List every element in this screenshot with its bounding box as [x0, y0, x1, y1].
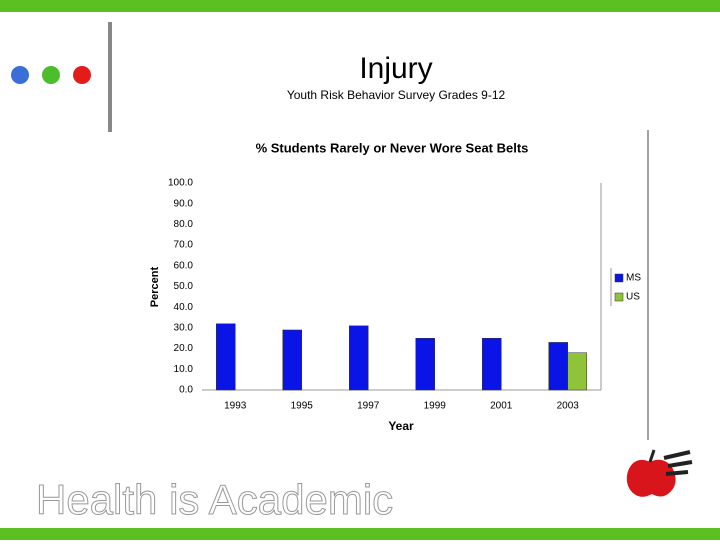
top-band — [0, 0, 720, 12]
y-tick-label: 60.0 — [174, 260, 194, 271]
y-tick-label: 20.0 — [174, 343, 194, 354]
dot — [42, 66, 60, 84]
x-tick-label: 1995 — [291, 401, 314, 412]
y-tick-label: 80.0 — [174, 219, 194, 230]
y-tick-label: 0.0 — [179, 385, 193, 396]
divider — [108, 22, 112, 132]
x-tick-label: 1993 — [224, 401, 247, 412]
y-tick-label: 100.0 — [168, 178, 193, 189]
chart-title: % Students Rarely or Never Wore Seat Bel… — [256, 140, 529, 155]
y-axis-label: Percent — [149, 266, 161, 307]
bar — [216, 323, 236, 391]
y-tick-label: 90.0 — [174, 198, 194, 209]
x-tick-label: 1999 — [424, 401, 447, 412]
bar — [567, 352, 587, 391]
x-axis-label: Year — [388, 419, 414, 433]
y-tick-label: 40.0 — [174, 302, 194, 313]
apple-logo — [626, 449, 693, 497]
y-tick-label: 70.0 — [174, 240, 194, 251]
y-tick-label: 50.0 — [174, 281, 194, 292]
bar — [415, 338, 435, 391]
bottom-band — [0, 528, 720, 540]
bar — [282, 329, 302, 391]
y-tick-label: 30.0 — [174, 323, 194, 334]
legend-label: US — [626, 292, 640, 303]
legend-swatch — [614, 273, 624, 283]
x-tick-label: 1997 — [357, 401, 380, 412]
dot — [11, 66, 29, 84]
x-tick-label: 2001 — [490, 401, 513, 412]
bar — [482, 338, 502, 391]
footer-logo-text: Health is Academic — [36, 476, 393, 523]
bar — [548, 342, 568, 391]
slide-subtitle: Youth Risk Behavior Survey Grades 9-12 — [287, 88, 506, 102]
dot — [73, 66, 91, 84]
legend-swatch — [614, 292, 624, 302]
y-tick-label: 10.0 — [174, 364, 194, 375]
legend-label: MS — [626, 273, 641, 284]
bar — [349, 325, 369, 391]
slide-title: Injury — [359, 52, 432, 85]
x-tick-label: 2003 — [557, 401, 580, 412]
